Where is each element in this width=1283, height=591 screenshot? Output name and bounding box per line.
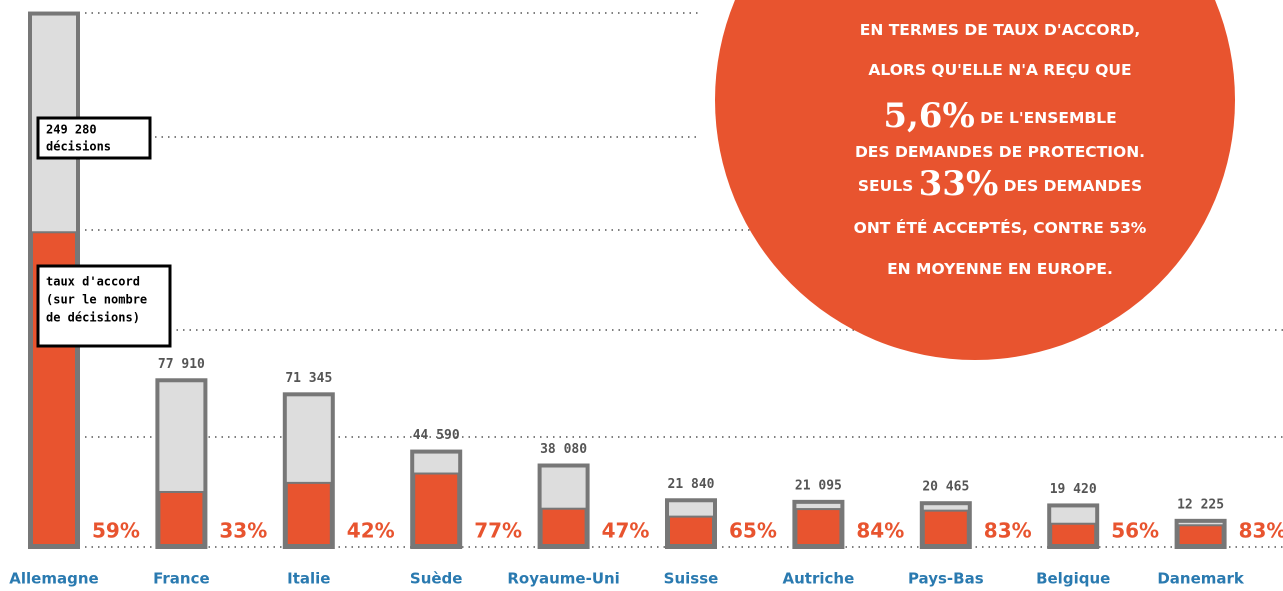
total-label: 77 910 xyxy=(158,357,205,372)
total-label: 21 840 xyxy=(668,477,715,492)
category-label: Belgique xyxy=(1036,570,1110,588)
rate-bar xyxy=(1177,524,1224,546)
rate-label: 56% xyxy=(1111,519,1159,543)
circle-text-part: DES DEMANDES xyxy=(998,177,1142,195)
highlight-circle xyxy=(715,0,1235,360)
rate-box-line: taux d'accord xyxy=(46,275,140,289)
rate-bar xyxy=(668,515,714,546)
circle-line: SEULS 33% DES DEMANDES xyxy=(858,164,1142,204)
circle-text-part: ALORS QU'ELLE N'A REÇU QUE xyxy=(868,61,1131,79)
circle-line: ALORS QU'ELLE N'A REÇU QUE xyxy=(868,61,1131,79)
total-label: 21 095 xyxy=(795,478,842,493)
circle-text-part: DES DEMANDES DE PROTECTION. xyxy=(855,143,1145,161)
circle-line: EN MOYENNE EN EUROPE. xyxy=(887,260,1113,278)
total-label: 20 465 xyxy=(922,480,969,495)
category-label: France xyxy=(153,570,210,588)
total-box-label: décisions xyxy=(46,140,111,154)
rate-label: 83% xyxy=(984,519,1032,543)
circle-text-part: EN TERMES DE TAUX D'ACCORD, xyxy=(860,21,1141,39)
rate-bar xyxy=(285,481,332,547)
rate-bar xyxy=(795,508,842,546)
rate-box-text: taux d'accord (sur le nombre de décisions) xyxy=(46,275,147,325)
rate-label: 84% xyxy=(856,519,904,543)
total-label: 19 420 xyxy=(1050,482,1097,497)
circle-text-part: ONT ÉTÉ ACCEPTÉS, CONTRE 53% xyxy=(854,218,1147,237)
total-label: 12 225 xyxy=(1177,497,1224,512)
bars: 59% Allemagne 77 910 33% France 71 345 42% Ital… xyxy=(9,11,1283,588)
circle-text: EN TERMES DE TAUX D'ACCORD, ALORS QU'ELLE… xyxy=(854,21,1147,278)
circle-text-part: SEULS xyxy=(858,177,919,195)
rate-label: 47% xyxy=(602,519,650,543)
circle-line: 5,6% DE L'ENSEMBLE xyxy=(883,96,1116,136)
total-box xyxy=(36,116,152,160)
rate-box-line: de décisions) xyxy=(46,311,140,325)
rate-bar xyxy=(922,509,969,546)
rate-label: 65% xyxy=(729,519,777,543)
rate-label: 59% xyxy=(92,519,140,543)
circle-text-part: 33% xyxy=(919,164,999,204)
circle-line: DES DEMANDES DE PROTECTION. xyxy=(855,143,1145,161)
category-label: Suède xyxy=(410,570,463,588)
circle-text-part: EN MOYENNE EN EUROPE. xyxy=(887,260,1113,278)
rate-box xyxy=(36,264,172,348)
circle-line: ONT ÉTÉ ACCEPTÉS, CONTRE 53% xyxy=(854,218,1147,237)
rate-bar xyxy=(158,490,205,546)
rate-label: 77% xyxy=(474,519,522,543)
total-box-value: 249 280 xyxy=(46,123,97,137)
total-label: 38 080 xyxy=(540,442,587,457)
rate-bar xyxy=(413,472,460,546)
rate-label: 33% xyxy=(219,519,267,543)
circle-text-part: DE L'ENSEMBLE xyxy=(975,109,1117,127)
category-label: Danemark xyxy=(1157,570,1245,588)
category-label: Pays-Bas xyxy=(908,570,984,588)
rate-label: 83% xyxy=(1239,519,1283,543)
category-label: Allemagne xyxy=(9,570,98,588)
category-label: Suisse xyxy=(664,570,719,588)
circle-text-part: 5,6% xyxy=(883,96,974,136)
category-label: Royaume-Uni xyxy=(507,570,619,588)
rate-bar xyxy=(1050,522,1097,546)
rate-bar xyxy=(540,507,587,546)
total-label: 71 345 xyxy=(285,371,332,386)
rate-label: 42% xyxy=(347,519,395,543)
category-label: Autriche xyxy=(783,570,855,588)
rate-box-line: (sur le nombre xyxy=(46,293,147,307)
total-label: 44 590 xyxy=(413,428,460,443)
circle-line: EN TERMES DE TAUX D'ACCORD, xyxy=(860,21,1141,39)
category-label: Italie xyxy=(287,570,330,588)
